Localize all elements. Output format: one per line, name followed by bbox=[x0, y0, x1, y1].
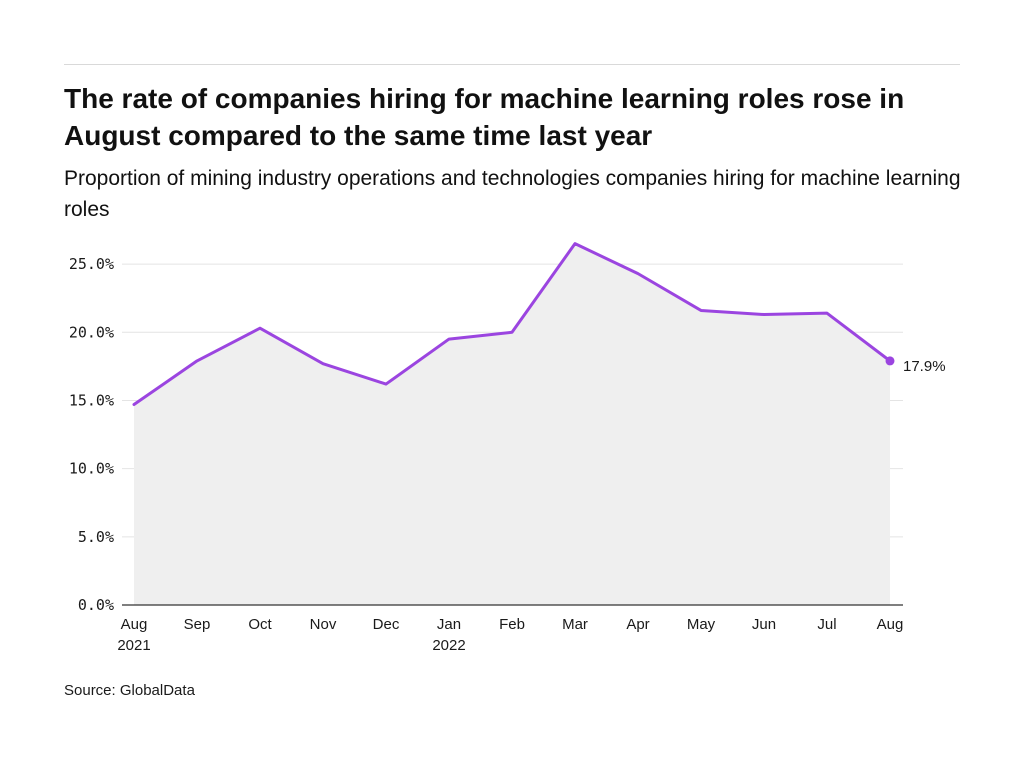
top-divider bbox=[64, 64, 960, 65]
x-tick-label: Aug bbox=[877, 616, 904, 633]
x-tick-year-label: 2022 bbox=[432, 637, 465, 654]
chart-title: The rate of companies hiring for machine… bbox=[64, 83, 905, 151]
y-tick-label: 15.0% bbox=[69, 391, 114, 409]
y-tick-label: 0.0% bbox=[78, 596, 114, 614]
y-tick-label: 25.0% bbox=[69, 255, 114, 273]
series-line bbox=[132, 242, 892, 407]
y-tick-label: 20.0% bbox=[69, 323, 114, 341]
x-tick-label: Nov bbox=[310, 616, 337, 633]
x-tick-label: May bbox=[687, 616, 716, 633]
x-tick-label: Sep bbox=[184, 616, 211, 633]
data-points bbox=[885, 356, 895, 366]
chart-subtitle: Proportion of mining industry operations… bbox=[64, 167, 961, 221]
y-axis-ticks: 0.0% 5.0% 10.0% 15.0% 20.0% 25.0% bbox=[69, 255, 114, 614]
end-point bbox=[885, 356, 895, 366]
x-tick-label: Jun bbox=[752, 616, 776, 633]
x-tick-label: Apr bbox=[626, 616, 649, 633]
x-tick-label: Jul bbox=[817, 616, 836, 633]
source-note: Source: GlobalData bbox=[64, 682, 195, 699]
gridlines bbox=[122, 263, 903, 538]
x-tick-label: Oct bbox=[248, 616, 272, 633]
y-tick-label: 10.0% bbox=[69, 460, 114, 478]
x-axis-ticks: Aug 2021 Sep Oct Nov Dec Jan 2022 Feb Mar Apr May Ju… bbox=[117, 616, 903, 654]
x-tick-label: Dec bbox=[373, 616, 400, 633]
x-tick-label: Mar bbox=[562, 616, 588, 633]
x-tick-label: Aug bbox=[121, 616, 148, 633]
x-tick-label: Feb bbox=[499, 616, 525, 633]
y-tick-label: 5.0% bbox=[78, 528, 114, 546]
series-area bbox=[134, 243, 890, 606]
end-value-label: 17.9% bbox=[903, 358, 946, 375]
x-tick-label: Jan bbox=[437, 616, 461, 633]
x-tick-year-label: 2021 bbox=[117, 637, 150, 654]
